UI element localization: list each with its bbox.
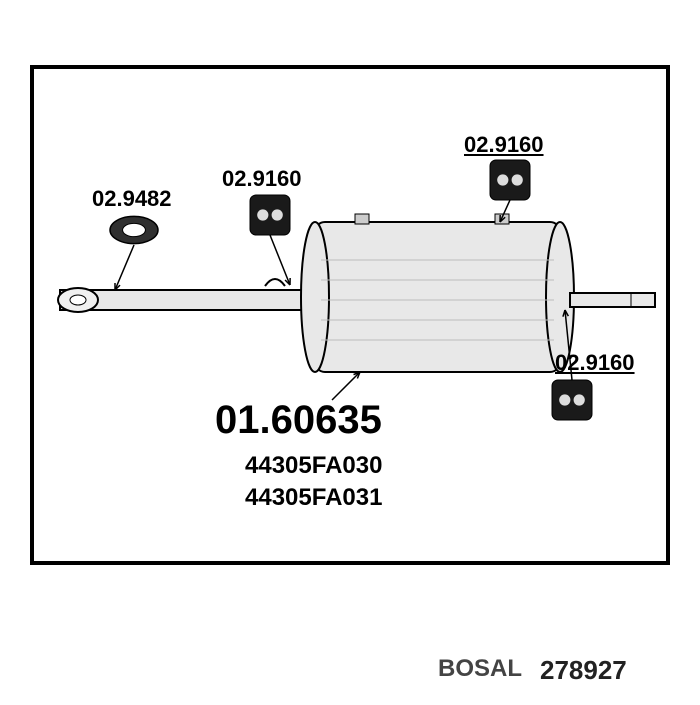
- bracket3-part-code: 02.9160: [555, 350, 635, 376]
- oem-code-2: 44305FA031: [245, 484, 382, 512]
- diagram-canvas: 02.9482 02.9160 02.9160 02.9160 01.60635…: [0, 0, 700, 700]
- gasket-part-code: 02.9482: [92, 186, 172, 212]
- main-part-code: 01.60635: [215, 398, 382, 443]
- brand-name: BOSAL: [438, 655, 522, 683]
- oem-code-1: 44305FA030: [245, 452, 382, 480]
- bracket1-part-code: 02.9160: [222, 166, 302, 192]
- bracket2-part-code: 02.9160: [464, 132, 544, 158]
- brand-part-number: 278927: [540, 655, 627, 686]
